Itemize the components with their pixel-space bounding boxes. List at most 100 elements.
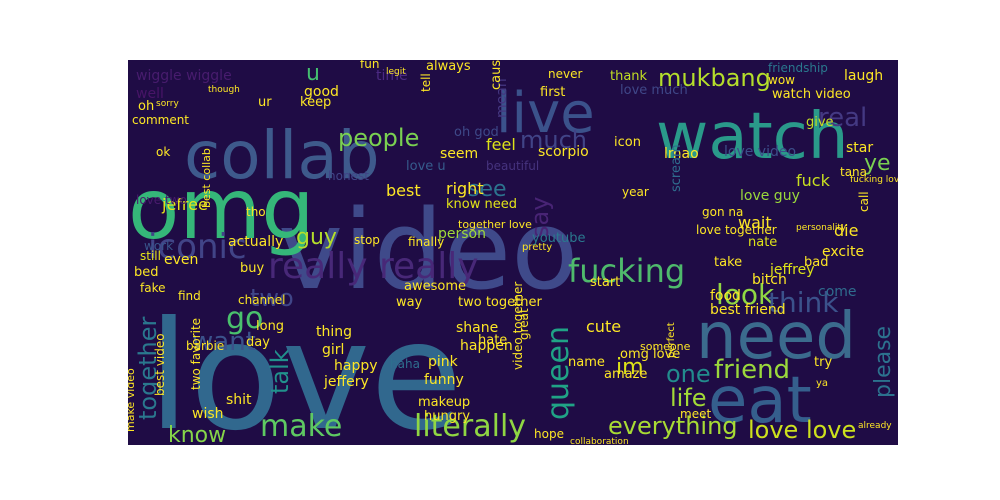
word-need: need [696,300,856,374]
word-seem: seem [440,146,478,162]
word-still: still [140,249,161,263]
word-love: love [148,290,463,445]
word-come: come [818,284,857,300]
word-wan-na: wan na [318,441,362,445]
word-jeffrey: jeffrey [769,262,815,278]
word-hope: hope [534,427,564,441]
word-watch: watch [656,100,848,174]
word-tho: tho [246,205,266,219]
word-fucking: fucking [568,252,685,290]
word-food: food [710,288,741,304]
word-mukbang: mukbang [658,64,771,92]
word-always: always [426,60,471,74]
word-love-together: love together [696,223,777,237]
word-want: want [192,327,256,357]
word-gon-na: gon na [702,205,743,219]
word-shit: shit [226,392,252,408]
word-fuck: fuck [796,171,831,190]
word-love-u: love u [406,159,446,174]
word-time: time [376,68,408,84]
word-two-favorite: two favorite [189,318,203,390]
word-call: call [857,191,871,212]
word-live: live [496,81,595,146]
word-comment: comment [132,113,189,127]
word-video-together: video together [511,282,525,370]
word-video: video [278,186,578,314]
word-honest: honest [328,169,369,183]
word-pink: pink [428,354,459,370]
word-well: well [136,86,164,102]
word-hate: hate [478,333,507,348]
word-eat: eat [708,364,812,438]
word-think: think [768,286,839,319]
word-talk: talk [266,349,294,394]
word-icon: icon [614,135,641,150]
word-cloud: love video omg collab watch live need eat really… [128,60,898,445]
word-look: look [716,278,775,311]
word-see: see [468,177,507,202]
word-finally: finally [408,235,444,249]
word-omg-love: omg love [620,347,680,362]
word-amaze: amaze [604,367,647,382]
word-know-need: know need [446,197,517,212]
word-start: start [590,275,620,290]
word-everything: everything [608,412,738,440]
word-even: even [164,252,198,268]
word-know: know [168,423,226,445]
word-tell: tell [419,73,433,92]
word-buy: buy [240,261,264,276]
word-together-love: together love [458,218,532,231]
word-wiggle-wiggle: wiggle wiggle [136,68,232,84]
word-happy: happy [334,358,378,374]
word-wait: wait [738,213,772,232]
word-oh: oh [138,99,154,114]
word-collab: collab [184,117,380,194]
word-much: much [520,126,587,154]
word-good: good [304,84,339,100]
word-together: together [134,317,162,420]
word-im: im [616,355,644,380]
word-really-really: really really [268,246,479,287]
word-awesome: awesome [404,279,466,294]
word-wish: wish [192,406,224,422]
word-long: long [256,319,284,334]
word-love-two: love two [136,193,187,207]
word-hungry: hungry [424,409,470,424]
word-best-collab: best collab [200,148,213,208]
word-two: two [250,284,294,312]
word-fake: fake [140,281,165,295]
word-right: right [446,179,484,198]
word-mean: mean [494,78,510,118]
word-scorpio: scorpio [538,144,589,160]
word-ya: ya [816,378,828,389]
word-people: people [338,124,419,152]
word-lmao: lmao [664,146,699,162]
word-love-much: love much [620,83,688,98]
word-give: give [806,115,834,130]
word-two-together: two together [458,295,542,310]
word-fun: fun [360,60,379,71]
word-u: u [306,61,320,86]
word-love-love: love love [748,416,856,444]
word-haha: haha [390,357,420,371]
word-friend: friend [714,355,790,385]
word-shane: shane [456,320,498,336]
word-though: though [208,85,240,95]
word-pretty: pretty [522,242,552,253]
word-day: day [246,335,270,350]
word-someone: someone [640,340,691,353]
word-guy: guy [296,225,337,250]
word-year: year [622,185,649,199]
word-way: way [396,295,423,310]
word-excite: excite [822,244,864,260]
word-great: great [517,308,531,340]
word-ye: ye [864,151,891,176]
word-channel: channel [238,293,285,307]
word-tana: tana [840,165,867,179]
word-funny: funny [424,372,464,388]
word-person: person [438,226,486,242]
word-name: name [568,355,605,370]
word-best-friend: best friend [710,302,786,318]
word-beautiful: beautiful [486,159,539,173]
